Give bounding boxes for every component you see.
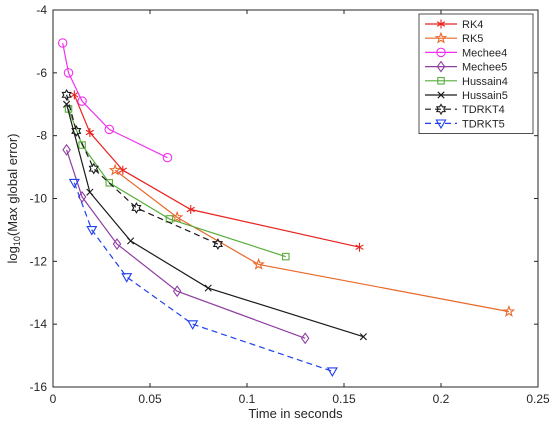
- data-point-marker: [212, 238, 223, 250]
- legend-label: RK5: [462, 33, 483, 45]
- series-line: [114, 169, 510, 313]
- series-mechee5: [62, 143, 310, 345]
- series-tdrkt4: [61, 88, 223, 250]
- data-point-marker: [355, 242, 364, 252]
- data-point-marker: [300, 332, 310, 345]
- x-tick-label: 0.05: [138, 392, 162, 406]
- data-point-marker: [359, 333, 367, 341]
- y-tick-label: -14: [30, 317, 48, 331]
- x-axis-label: Time in seconds: [248, 406, 343, 421]
- x-tick-label: 0: [50, 392, 57, 406]
- legend-label: Mechee4: [462, 47, 507, 59]
- legend-entry: TDRKT4: [425, 103, 505, 116]
- data-point-marker: [127, 237, 135, 245]
- y-tick-label: -6: [36, 66, 47, 80]
- legend-entry: RK5: [425, 31, 483, 45]
- series-rk4: [70, 90, 364, 252]
- data-point-marker: [162, 152, 173, 163]
- data-point-marker: [57, 38, 68, 48]
- series-line: [66, 94, 219, 245]
- legend-entry: RK4: [425, 19, 483, 31]
- legend-entry: Mechee4: [425, 47, 507, 59]
- data-point-marker: [71, 125, 82, 137]
- legend-label: RK4: [462, 19, 483, 31]
- legend-label: Hussain4: [462, 76, 508, 88]
- legend: RK4 RK5 Mechee4 Mechee5 Hussain4 Hussain5 TDRK…: [418, 13, 534, 134]
- data-point-marker: [436, 47, 446, 58]
- data-point-marker: [105, 179, 114, 187]
- data-point-marker: [282, 252, 290, 261]
- y-axis-label-main: log: [5, 246, 20, 263]
- data-point-marker: [86, 188, 94, 196]
- y-tick-label: -12: [30, 254, 48, 268]
- y-tick-label: -8: [36, 129, 47, 143]
- data-point-marker: [121, 273, 133, 283]
- y-tick-label: -16: [30, 380, 48, 394]
- data-point-marker: [88, 162, 99, 175]
- legend-box: [418, 13, 534, 134]
- series-line: [62, 42, 168, 159]
- data-point-marker: [108, 163, 122, 176]
- series-mechee4: [57, 38, 173, 163]
- data-point-marker: [437, 77, 445, 85]
- data-point-marker: [85, 128, 95, 138]
- data-point-marker: [435, 119, 447, 130]
- data-point-marker: [170, 210, 184, 223]
- legend-label: Mechee5: [462, 62, 507, 74]
- data-point-marker: [435, 103, 447, 116]
- legend-label: TDRKT5: [462, 118, 505, 130]
- data-point-marker: [187, 320, 199, 330]
- data-point-marker: [70, 90, 79, 100]
- y-axis-label: log10(Max global error): [5, 134, 22, 264]
- data-point-marker: [62, 143, 71, 156]
- legend-entry: TDRKT5: [425, 118, 505, 130]
- data-point-marker: [131, 202, 142, 214]
- data-point-marker: [204, 284, 212, 292]
- legend-entry: Hussain4: [425, 76, 508, 88]
- data-point-marker: [61, 88, 72, 101]
- axis-ticks: 0 0.05 0.1 0.15 0.2 0.25 -16 -14 -12 -10 -8 -6 -4: [30, 3, 550, 406]
- data-point-marker: [78, 141, 86, 149]
- series-line: [66, 149, 306, 339]
- data-point-marker: [436, 19, 446, 29]
- data-point-marker: [63, 68, 74, 78]
- y-tick-label: -4: [36, 3, 47, 17]
- legend-label: TDRKT4: [462, 104, 505, 116]
- x-tick-label: 0.1: [239, 392, 256, 406]
- x-tick-label: 0.15: [332, 392, 356, 406]
- series-hussain5: [62, 100, 367, 341]
- data-point-marker: [77, 190, 87, 203]
- data-point-marker: [172, 285, 182, 298]
- data-point-marker: [77, 96, 87, 106]
- series-group: [57, 38, 516, 377]
- y-axis-label-subscript: 10: [12, 236, 22, 246]
- series-tdrkt5: [68, 178, 338, 377]
- data-point-marker: [62, 100, 71, 108]
- data-point-marker: [252, 257, 265, 270]
- data-point-marker: [436, 60, 446, 73]
- data-point-marker: [326, 367, 338, 377]
- y-axis-label-rest: (Max global error): [5, 134, 20, 237]
- data-point-marker: [112, 238, 122, 250]
- data-point-marker: [502, 305, 516, 317]
- data-point-marker: [68, 178, 80, 189]
- legend-label: Hussain5: [462, 90, 508, 102]
- data-point-marker: [437, 91, 445, 99]
- series-line: [73, 182, 333, 372]
- data-point-marker: [104, 124, 115, 135]
- legend-entry: Mechee5: [425, 60, 507, 74]
- data-point-marker: [86, 225, 98, 236]
- data-point-marker: [186, 204, 195, 214]
- series-rk5: [108, 163, 516, 317]
- data-point-marker: [434, 31, 448, 44]
- x-tick-label: 0.25: [526, 392, 550, 406]
- legend-entry: Hussain5: [425, 90, 508, 102]
- y-tick-label: -10: [30, 192, 48, 206]
- x-tick-label: 0.2: [433, 392, 450, 406]
